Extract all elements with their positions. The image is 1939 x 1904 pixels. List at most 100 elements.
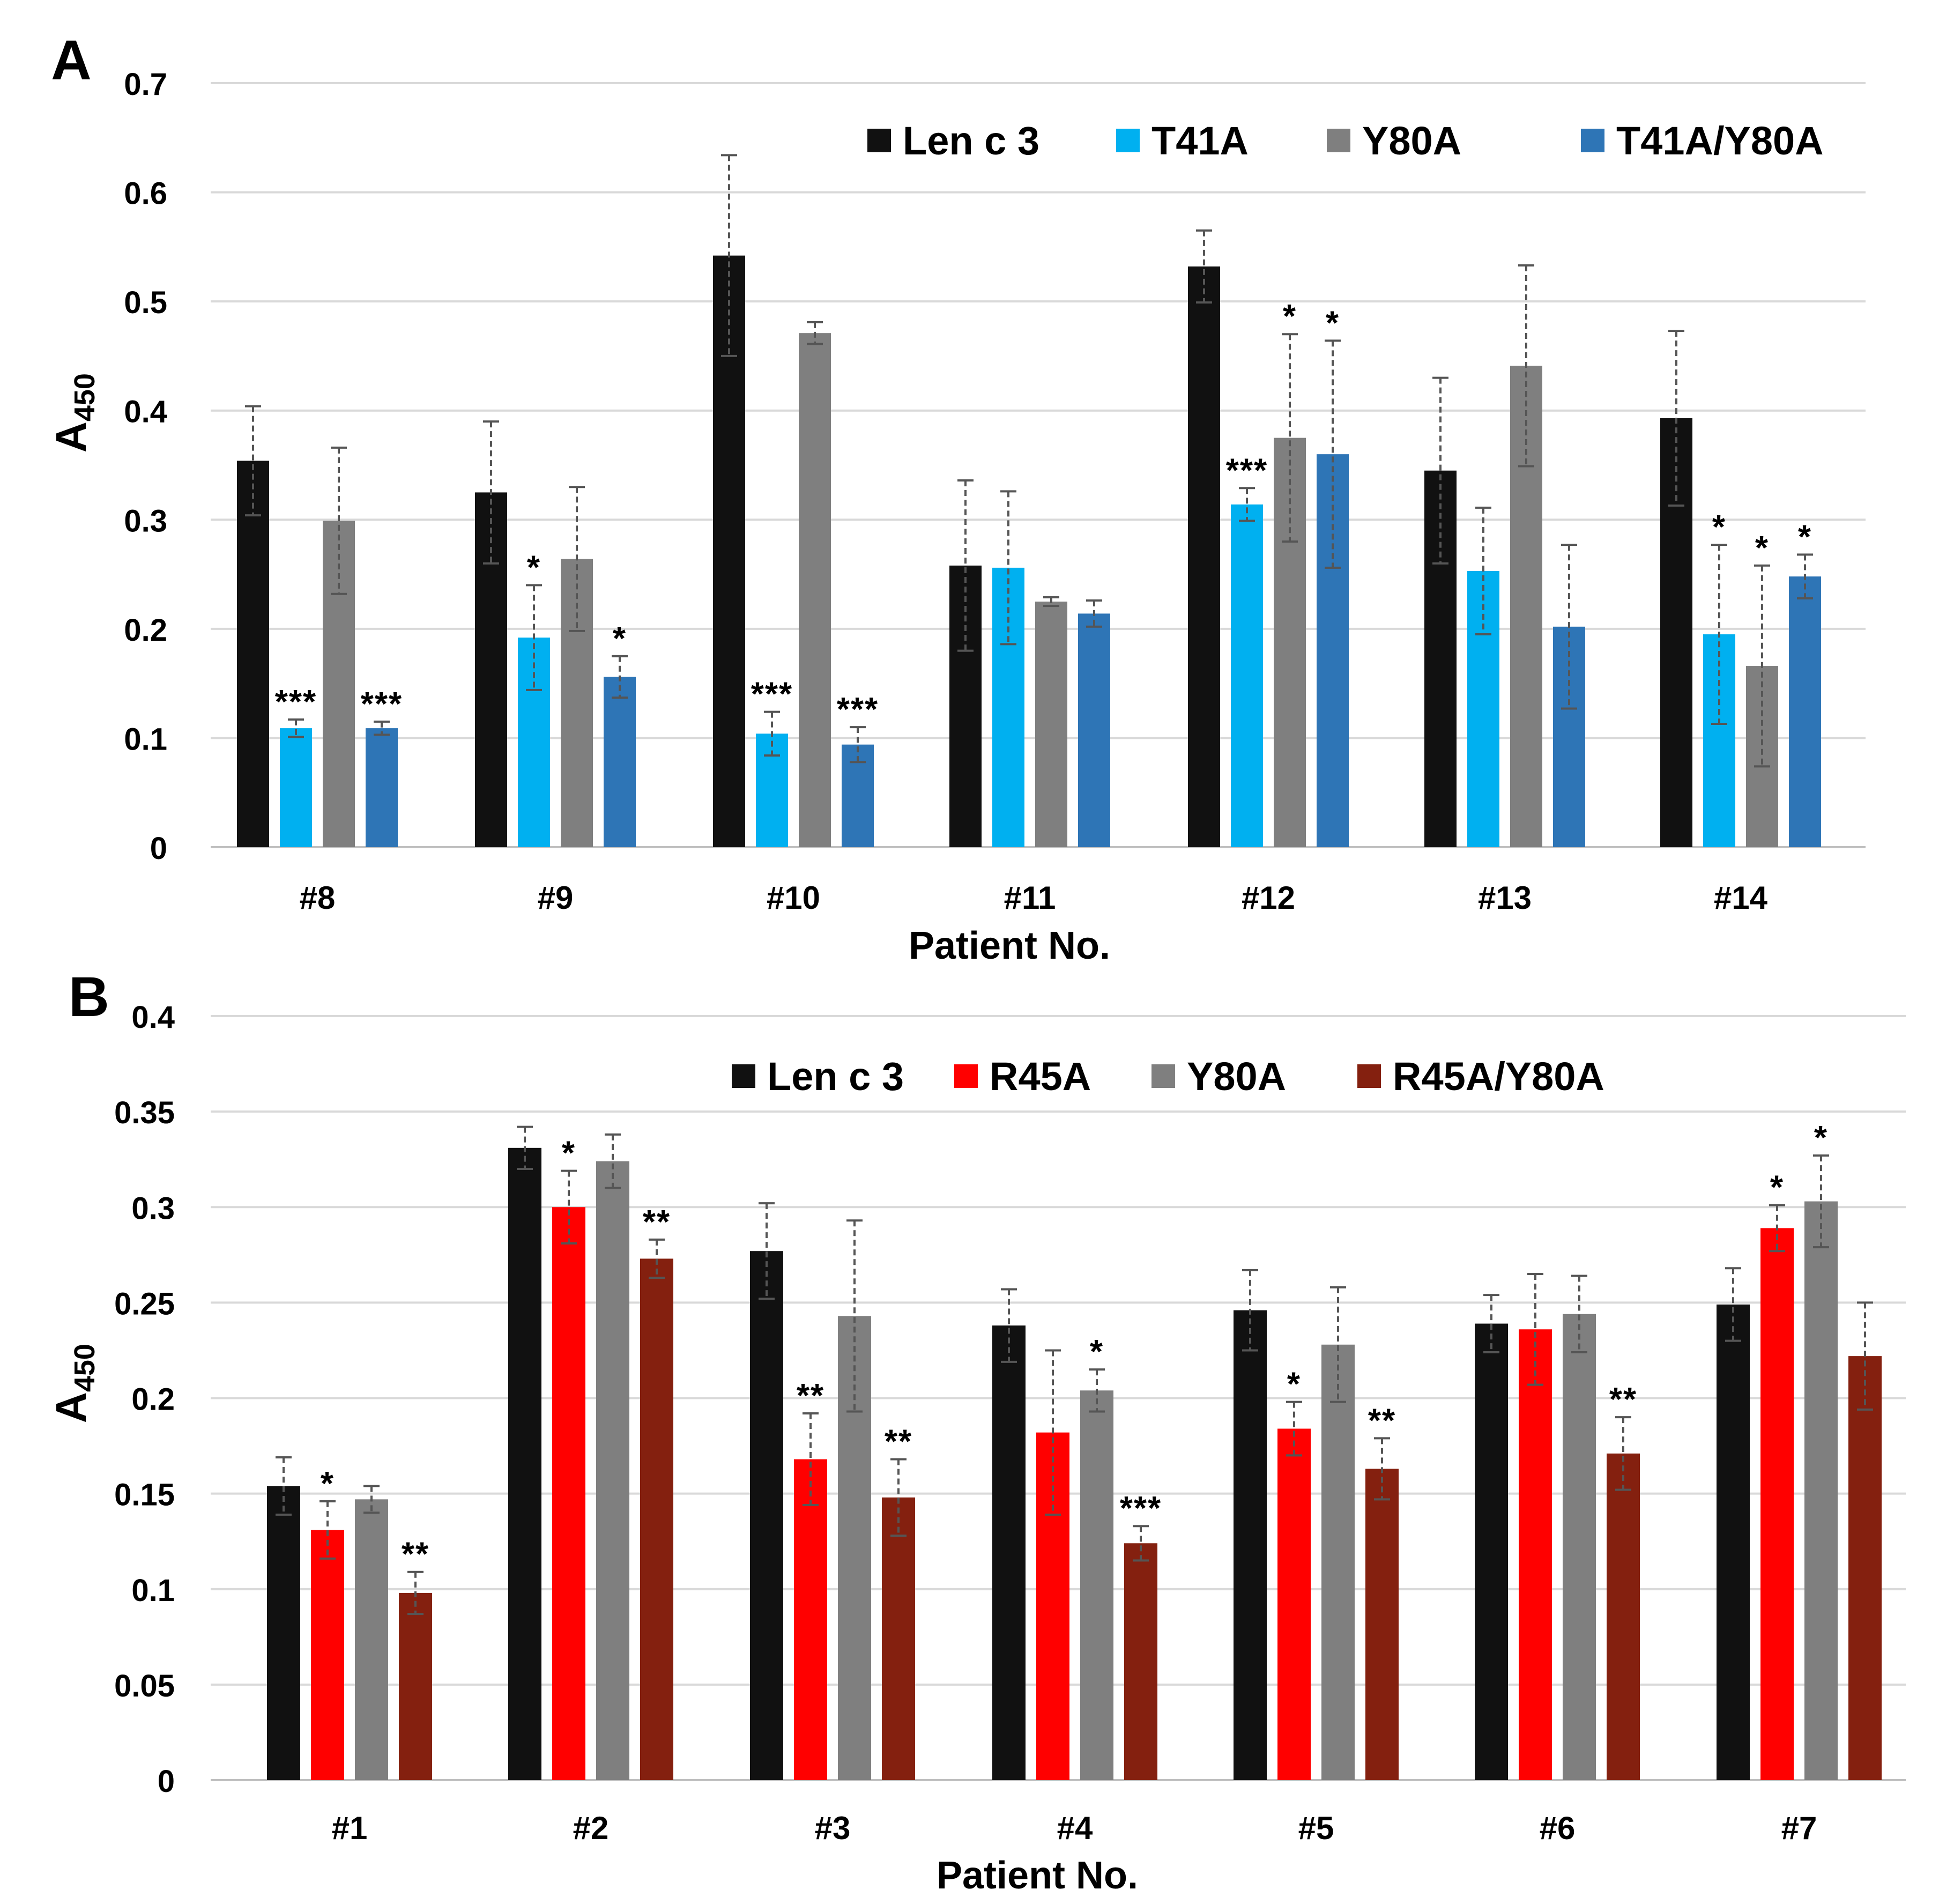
significance-marker: * — [1287, 1366, 1301, 1403]
significance-marker: * — [562, 1135, 576, 1172]
bar — [794, 1459, 827, 1780]
bar — [1231, 504, 1263, 847]
bar — [1124, 1543, 1157, 1780]
bar — [561, 559, 593, 847]
panel-a-chart: 0 0.1 0.2 0.3 0.4 0.5 0.6 0.7 #8 #9 #10 #11 #12 #13 #1… — [47, 29, 1866, 967]
bar — [1035, 601, 1067, 847]
panel-b-x-axis-label: Patient No. — [937, 1854, 1138, 1897]
significance-marker: ** — [885, 1424, 912, 1461]
significance-marker: *** — [837, 691, 879, 728]
bar — [1188, 266, 1220, 847]
significance-marker: * — [1712, 509, 1726, 546]
significance-marker: ** — [643, 1204, 671, 1241]
x-tick-label: #12 — [1242, 880, 1295, 916]
y-tick-label: 0.2 — [131, 1382, 175, 1417]
bar — [1080, 1390, 1113, 1780]
bar — [949, 565, 982, 847]
x-tick-label: #4 — [1057, 1810, 1093, 1846]
bar — [1519, 1329, 1552, 1780]
bar — [1234, 1310, 1267, 1780]
panel-b-error-bars — [276, 1125, 1873, 1616]
significance-marker: * — [613, 620, 627, 657]
legend-swatch — [867, 129, 891, 152]
significance-marker: * — [1326, 305, 1340, 342]
bar — [366, 728, 398, 847]
panel-a-label: A — [51, 29, 92, 92]
x-tick-label: #10 — [767, 880, 820, 916]
legend-label: R45A/Y80A — [1393, 1054, 1604, 1099]
bar — [355, 1499, 388, 1780]
significance-marker: ** — [797, 1377, 824, 1414]
y-tick-label: 0.15 — [114, 1478, 175, 1513]
x-tick-label: #5 — [1298, 1810, 1334, 1846]
bar — [1804, 1201, 1838, 1780]
legend-swatch — [1151, 1064, 1175, 1088]
y-tick-label: 0.7 — [124, 67, 167, 102]
bar — [1036, 1432, 1069, 1780]
bar — [1467, 571, 1499, 847]
legend-label: Len c 3 — [767, 1054, 904, 1099]
bar — [1317, 454, 1349, 847]
y-tick-label: 0 — [158, 1764, 175, 1799]
bar — [713, 255, 745, 848]
bar — [838, 1316, 871, 1780]
legend-swatch — [954, 1064, 978, 1088]
bar — [280, 728, 312, 847]
panel-b-grid: 0 0.05 0.1 0.15 0.2 0.25 0.3 0.35 0.4 #1 #2 #3 #4 #5 #… — [114, 1000, 1906, 1846]
significance-marker: *** — [751, 676, 793, 713]
x-tick-label: #6 — [1540, 1810, 1576, 1846]
y-tick-label: 0.1 — [131, 1573, 175, 1608]
significance-marker: ** — [402, 1536, 429, 1573]
y-tick-label: 0.6 — [124, 176, 167, 211]
panel-b-significance: **** ***************** — [321, 1120, 1827, 1573]
y-tick-label: 0.4 — [124, 395, 167, 429]
y-tick-label: 0.3 — [131, 1191, 175, 1226]
bar — [1321, 1344, 1355, 1780]
bar — [237, 461, 269, 847]
bar — [596, 1161, 629, 1780]
significance-marker: ** — [1368, 1402, 1396, 1439]
legend-label: R45A — [990, 1054, 1091, 1099]
bar — [1660, 418, 1692, 847]
bar — [1717, 1304, 1750, 1780]
legend-swatch — [1327, 129, 1350, 152]
bar — [1078, 613, 1110, 847]
y-tick-label: 0.1 — [124, 722, 167, 757]
bar — [640, 1258, 673, 1780]
panel-b-chart: 0 0.05 0.1 0.15 0.2 0.25 0.3 0.35 0.4 #1 #2 #3 #4 #5 #… — [47, 966, 1906, 1897]
bar — [1563, 1314, 1596, 1780]
x-tick-label: #8 — [300, 880, 336, 916]
bar — [1553, 626, 1585, 847]
bar — [399, 1592, 432, 1780]
significance-marker: * — [321, 1465, 335, 1502]
panel-b-legend: Len c 3 R45A Y80A R45A/Y80A — [732, 1054, 1604, 1099]
bar — [750, 1251, 783, 1780]
x-tick-label: #7 — [1781, 1810, 1817, 1846]
legend-swatch — [1581, 129, 1604, 152]
significance-marker: ** — [1609, 1381, 1637, 1418]
y-tick-label: 0.4 — [131, 1000, 175, 1035]
panel-a-y-axis-label-sub: 450 — [69, 373, 101, 421]
y-tick-label: 0.3 — [124, 503, 167, 538]
panel-a-legend: Len c 3 T41A Y80A T41A/Y80A — [867, 118, 1824, 163]
bar — [508, 1147, 541, 1780]
panel-a-x-axis-label: Patient No. — [909, 924, 1110, 967]
significance-marker: * — [1755, 530, 1769, 567]
legend-swatch — [1116, 129, 1140, 152]
significance-marker: * — [1283, 298, 1297, 335]
bar — [267, 1486, 300, 1780]
legend-label: T41A/Y80A — [1616, 118, 1824, 163]
panel-a-y-axis-label: A450 — [47, 373, 101, 453]
bar — [475, 492, 507, 847]
x-tick-label: #11 — [1004, 880, 1056, 916]
significance-marker: * — [527, 549, 541, 586]
panel-b-bars — [267, 1147, 1882, 1780]
x-tick-label: #14 — [1714, 880, 1768, 916]
legend-swatch — [732, 1064, 755, 1088]
panel-a-error-bars — [245, 154, 1813, 768]
significance-marker: * — [1090, 1333, 1104, 1370]
bar — [1365, 1469, 1399, 1780]
legend-label: Len c 3 — [903, 118, 1039, 163]
bar — [1277, 1428, 1311, 1780]
